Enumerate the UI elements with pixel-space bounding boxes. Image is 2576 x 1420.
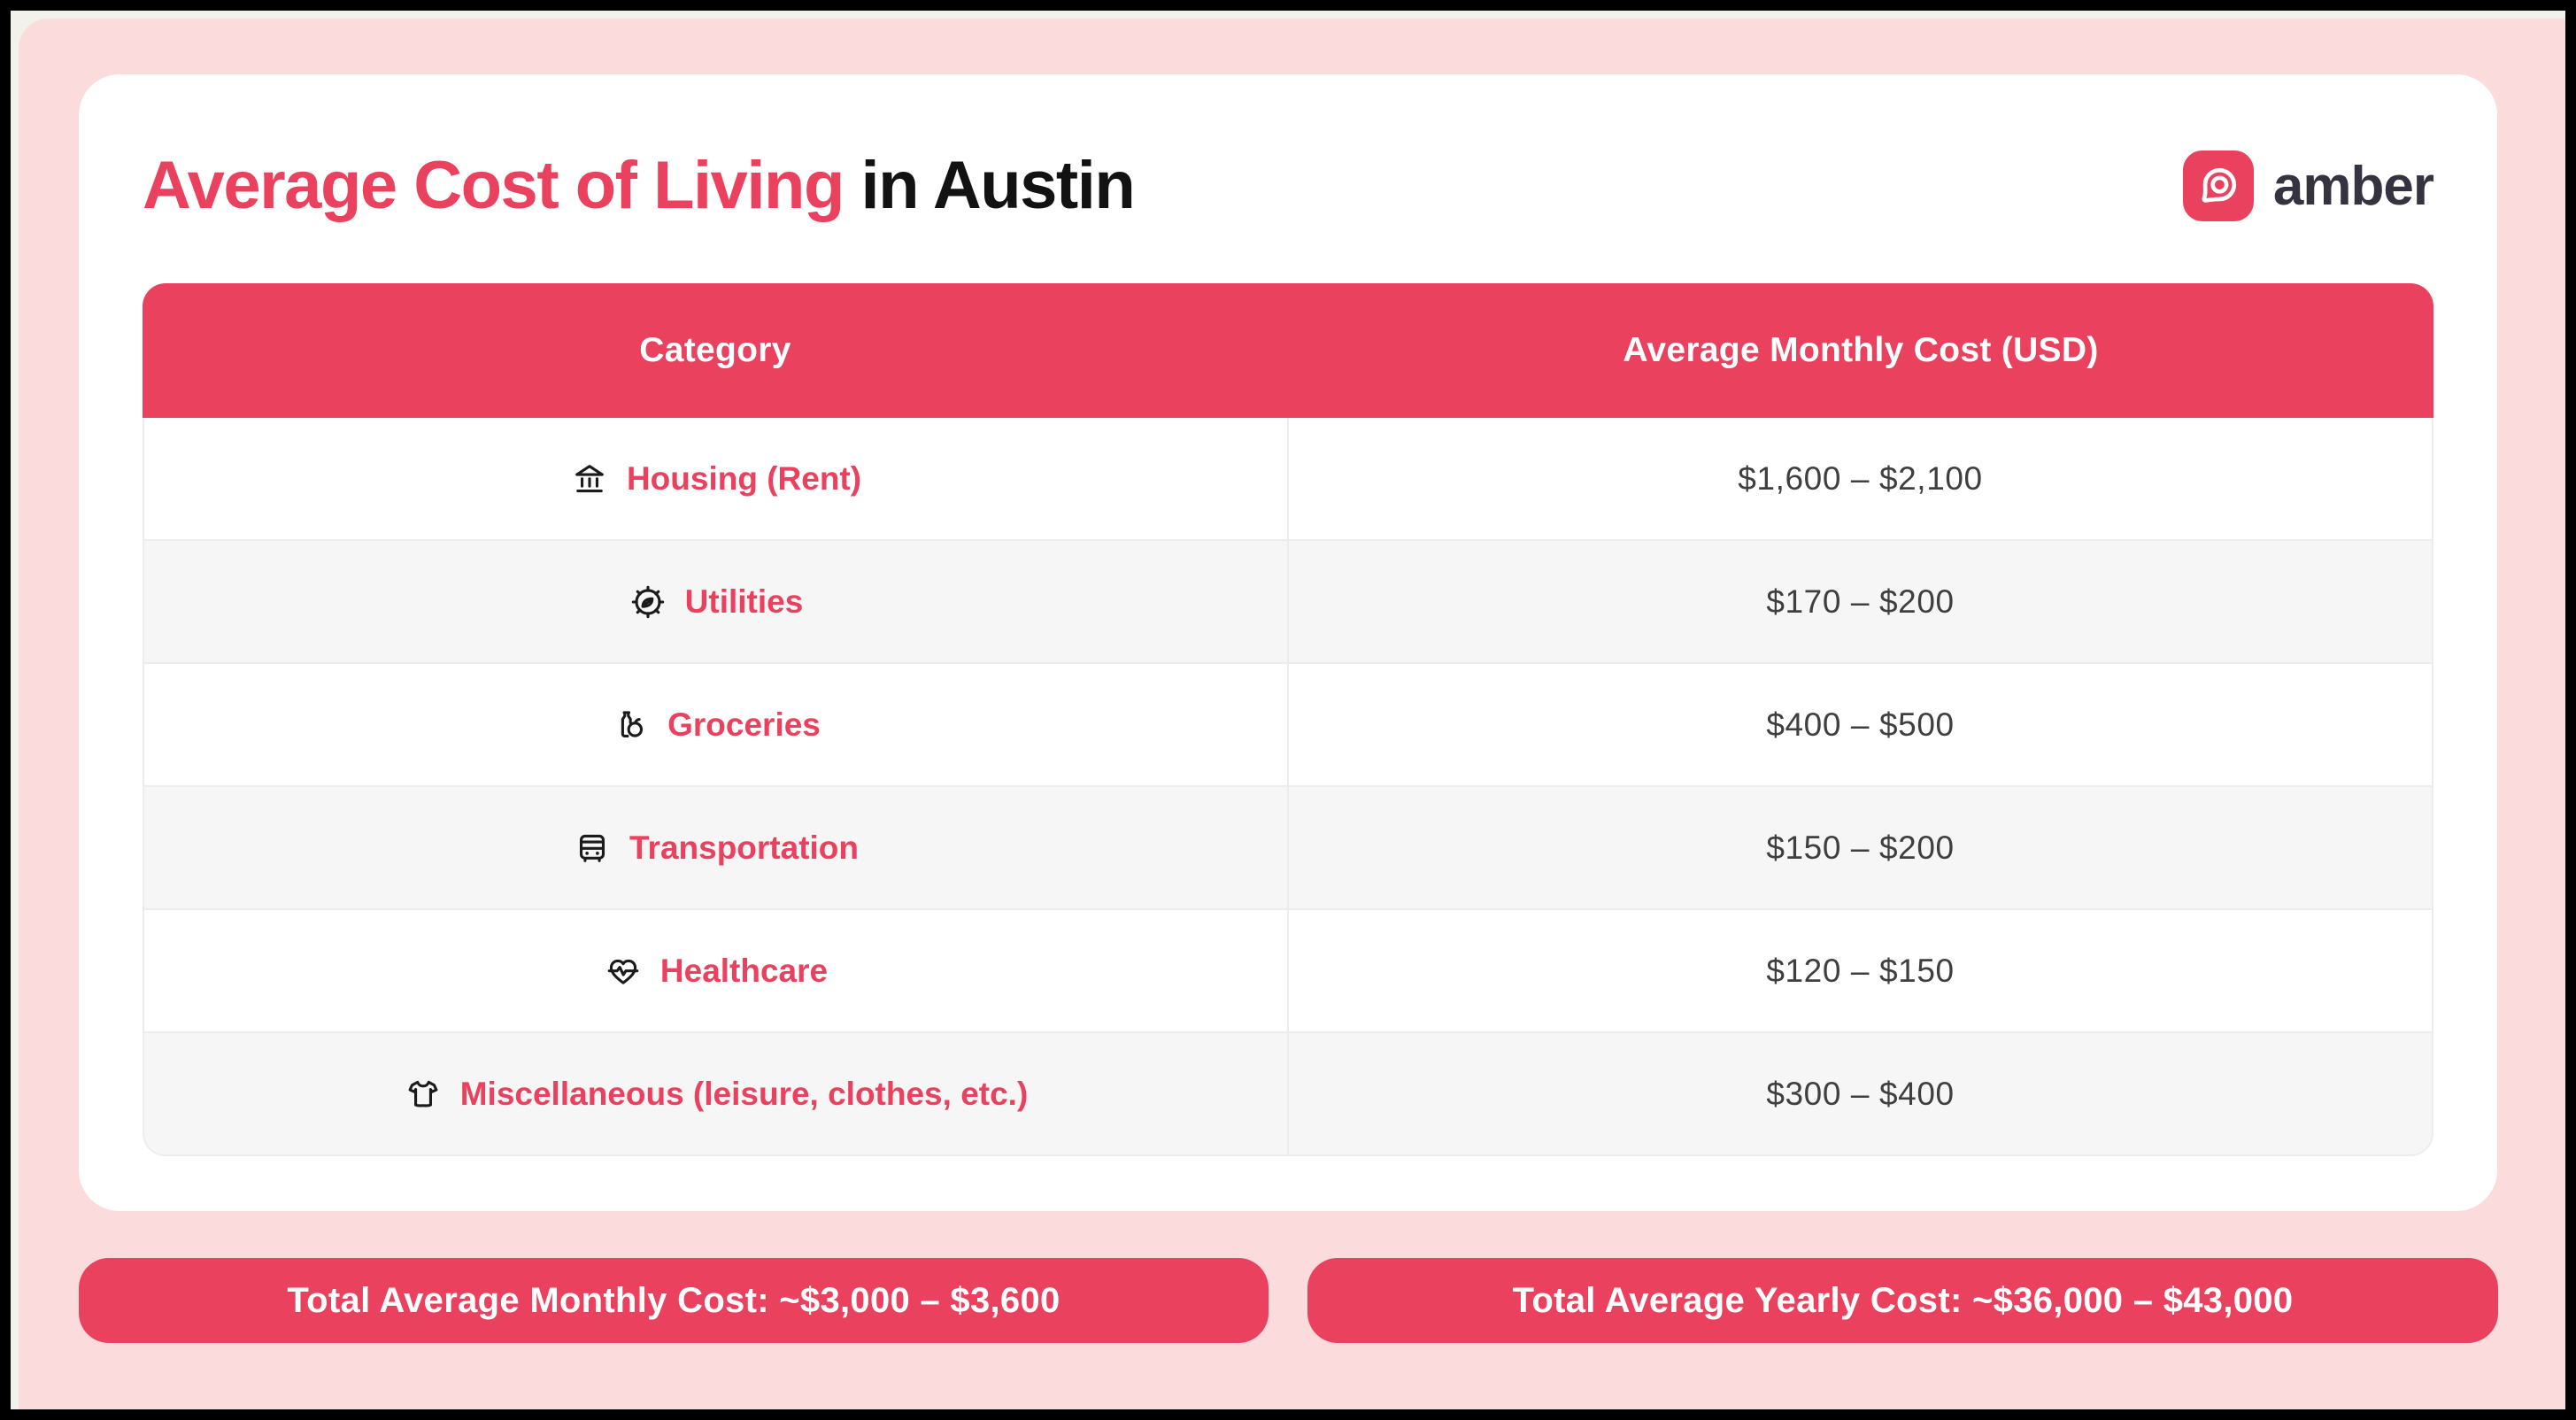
brand-logo: amber [2182, 150, 2434, 221]
table-row: Healthcare $120 – $150 [144, 908, 2432, 1031]
cost-value: $400 – $500 [1287, 664, 2432, 785]
column-header-monthly-cost: Average Monthly Cost (USD) [1623, 331, 2099, 369]
bus-icon [573, 829, 612, 868]
table-row: Transportation $150 – $200 [144, 785, 2432, 908]
page-title-highlight: Average Cost of Living [143, 148, 845, 223]
page-title-rest: in Austin [843, 148, 1135, 223]
table-body: Housing (Rent) $1,600 – $2,100 Utilities… [143, 418, 2433, 1156]
category-cell: Housing (Rent) [144, 418, 1287, 539]
category-cell: Groceries [144, 664, 1287, 785]
category-label: Groceries [667, 706, 821, 743]
cost-value: $1,600 – $2,100 [1287, 418, 2432, 539]
cost-value: $150 – $200 [1287, 787, 2432, 908]
yearly-total-banner: Total Average Yearly Cost: ~$36,000 – $4… [1307, 1258, 2498, 1343]
table-row: Utilities $170 – $200 [144, 539, 2432, 662]
table-row: Housing (Rent) $1,600 – $2,100 [144, 418, 2432, 539]
brand-name: amber [2272, 155, 2434, 217]
category-label: Utilities [684, 583, 804, 620]
category-cell: Utilities [144, 541, 1287, 662]
monthly-total-banner: Total Average Monthly Cost: ~$3,000 – $3… [79, 1258, 1269, 1343]
bank-icon [570, 459, 609, 498]
table-row: Groceries $400 – $500 [144, 662, 2432, 785]
infographic-page: Average Cost of Living in Austin amber C… [11, 11, 2565, 1409]
cost-value: $170 – $200 [1287, 541, 2432, 662]
groceries-icon [611, 706, 650, 745]
category-label: Housing (Rent) [626, 459, 862, 497]
table-header: Category Average Monthly Cost (USD) [143, 283, 2433, 418]
category-label: Miscellaneous (leisure, clothes, etc.) [459, 1075, 1029, 1112]
table-row: Miscellaneous (leisure, clothes, etc.) $… [144, 1031, 2432, 1154]
pink-background-panel: Average Cost of Living in Austin amber C… [19, 19, 2565, 1409]
cost-value: $300 – $400 [1287, 1033, 2432, 1154]
category-cell: Miscellaneous (leisure, clothes, etc.) [144, 1033, 1287, 1154]
header-row: Average Cost of Living in Austin amber [143, 143, 2434, 228]
category-cell: Healthcare [144, 910, 1287, 1031]
amber-logo-icon [2182, 150, 2254, 221]
category-label: Transportation [629, 829, 860, 866]
eco-gear-icon [629, 583, 667, 621]
heart-pulse-icon [604, 952, 643, 991]
content-card: Average Cost of Living in Austin amber C… [79, 74, 2497, 1211]
tshirt-icon [404, 1075, 443, 1114]
page-title: Average Cost of Living in Austin [143, 152, 1136, 220]
category-label: Healthcare [659, 952, 829, 989]
cost-table: Category Average Monthly Cost (USD) Hous… [143, 283, 2433, 1156]
column-header-category: Category [639, 331, 791, 369]
cost-value: $120 – $150 [1287, 910, 2432, 1031]
category-cell: Transportation [144, 787, 1287, 908]
